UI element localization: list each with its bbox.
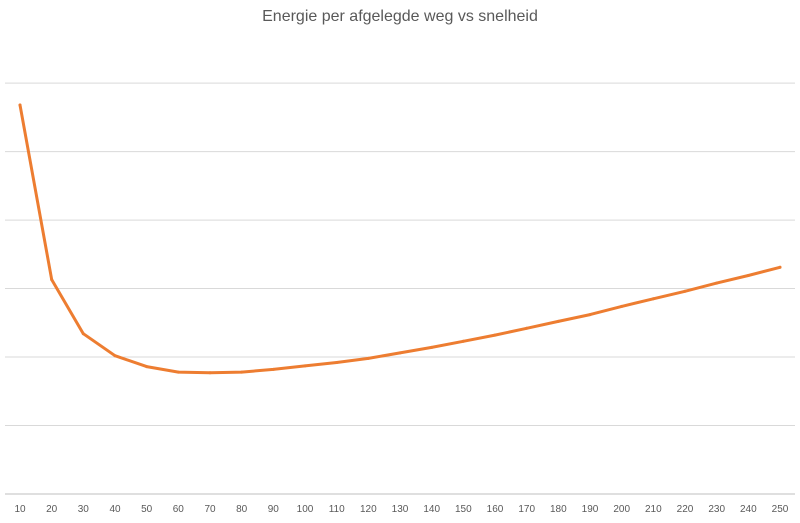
- x-tick-label: 40: [109, 504, 121, 515]
- x-tick-label: 220: [677, 504, 694, 515]
- data-point: [366, 356, 370, 360]
- x-tick-label: 180: [550, 504, 567, 515]
- data-point: [715, 281, 719, 285]
- data-point: [651, 297, 655, 301]
- x-tick-label: 110: [329, 504, 345, 515]
- data-point: [588, 313, 592, 317]
- data-point: [18, 103, 22, 107]
- data-point: [493, 333, 497, 337]
- x-tick-label: 190: [582, 504, 599, 515]
- chart-title: Energie per afgelegde weg vs snelheid: [262, 8, 538, 25]
- data-point: [398, 351, 402, 355]
- x-tick-label: 160: [487, 504, 504, 515]
- data-point: [525, 326, 529, 330]
- x-tick-label: 120: [360, 504, 377, 515]
- data-point: [430, 345, 434, 349]
- data-point: [461, 339, 465, 343]
- data-point: [683, 289, 687, 293]
- x-tick-label: 210: [645, 504, 662, 515]
- data-point: [176, 370, 180, 374]
- x-tick-label: 250: [772, 504, 789, 515]
- gridlines: [5, 82, 795, 495]
- x-tick-label: 70: [204, 504, 216, 515]
- data-point: [556, 319, 560, 323]
- x-tick-label: 140: [423, 504, 440, 515]
- series-line: [18, 103, 782, 375]
- data-point: [145, 365, 149, 369]
- data-point: [81, 332, 85, 336]
- data-point: [778, 265, 782, 269]
- x-tick-label: 240: [740, 504, 757, 515]
- x-tick-label: 90: [268, 504, 280, 515]
- data-point: [271, 367, 275, 371]
- x-tick-label: 230: [708, 504, 725, 515]
- x-tick-label: 100: [297, 504, 314, 515]
- data-point: [620, 304, 624, 308]
- data-point: [208, 371, 212, 375]
- data-point: [113, 354, 117, 358]
- data-point: [303, 364, 307, 368]
- x-tick-label: 170: [518, 504, 535, 515]
- series-layer: [18, 103, 782, 375]
- data-point: [335, 361, 339, 364]
- x-tick-label: 30: [78, 504, 90, 515]
- x-tick-label: 200: [613, 504, 630, 515]
- data-point: [50, 278, 54, 282]
- x-tick-label: 130: [392, 504, 409, 515]
- data-point: [240, 370, 244, 374]
- x-tick-label: 80: [236, 504, 248, 515]
- data-point: [746, 274, 750, 277]
- x-tick-label: 150: [455, 504, 472, 515]
- x-tick-label: 60: [173, 504, 185, 515]
- x-axis-ticks: 10 20 30 40 50 60 70 80 90 100 110 120 130 140 150 160 1…: [14, 504, 788, 515]
- x-tick-label: 10: [14, 504, 26, 515]
- x-tick-label: 50: [141, 504, 153, 515]
- x-tick-label: 20: [46, 504, 58, 515]
